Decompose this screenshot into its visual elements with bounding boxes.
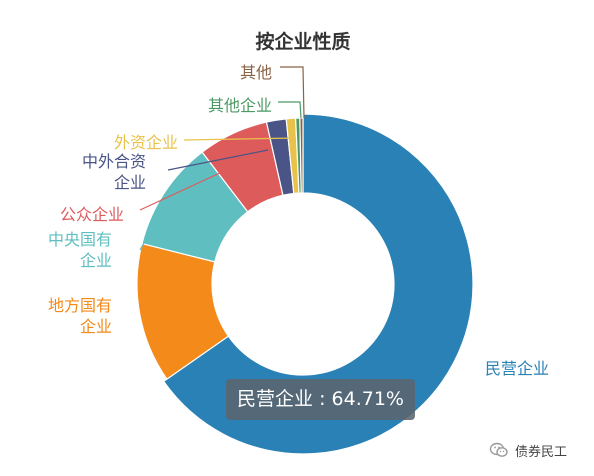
slice-label-5: 中外合资: [82, 152, 146, 171]
slice-label-1: 民营企业: [485, 359, 549, 378]
slice-label-3: 中央国有: [48, 230, 112, 249]
label-line-4: [139, 171, 223, 211]
slice-label-8: 其他: [240, 63, 272, 82]
watermark-text: 债券民工: [515, 444, 568, 460]
label-line-6: [183, 137, 297, 141]
slice-8[interactable]: [299, 117, 304, 194]
slice-label-5: 企业: [114, 173, 146, 192]
slice-label-7: 其他企业: [208, 96, 272, 115]
watermark: 债券民工: [489, 438, 567, 462]
label-line-8: [280, 66, 305, 119]
wechat-icon: [489, 442, 508, 457]
chart-tooltip: 民营企业 : 64.71%: [226, 379, 415, 420]
label-line-3: [139, 217, 159, 251]
slice-1[interactable]: [162, 113, 474, 455]
label-line-7: [278, 101, 302, 119]
tooltip-text: 民营企业 : 64.71%: [237, 388, 404, 410]
chart-title: 按企业性质: [255, 30, 350, 53]
slice-label-3: 企业: [80, 251, 112, 270]
slice-label-4: 公众企业: [60, 205, 124, 224]
slice-label-2: 地方国有: [48, 296, 112, 315]
slice-label-2: 企业: [80, 317, 112, 336]
slice-label-6: 外资企业: [114, 133, 178, 152]
label-line-5: [167, 149, 269, 171]
